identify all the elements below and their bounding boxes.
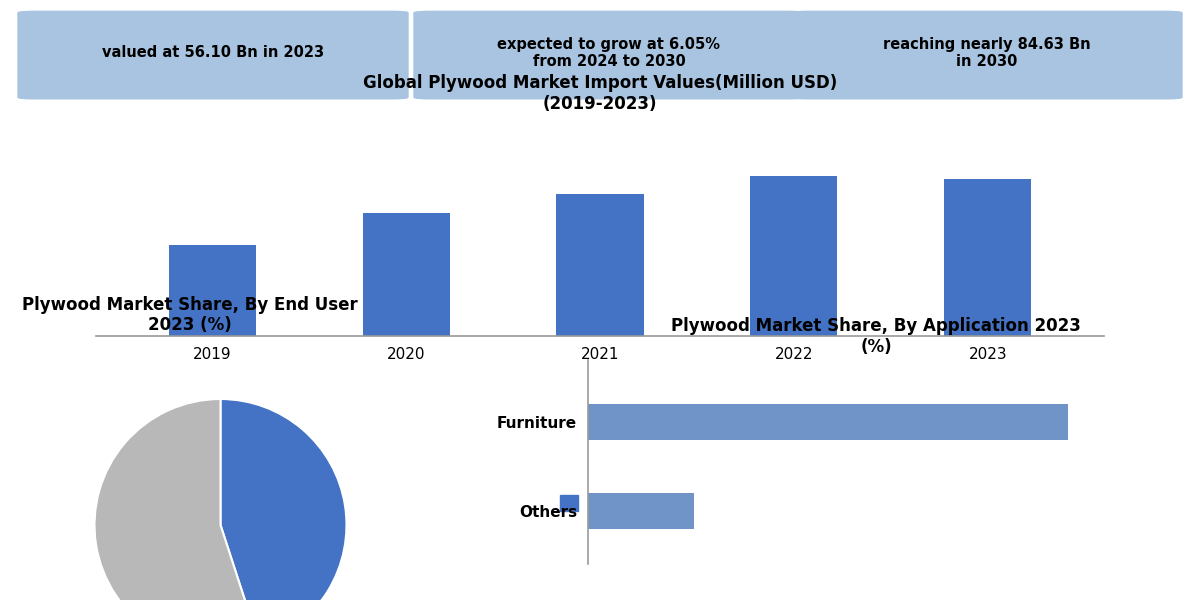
Bar [169, 245, 256, 336]
Wedge shape [95, 399, 259, 600]
Text: expected to grow at 6.05%
from 2024 to 2030: expected to grow at 6.05% from 2024 to 2… [498, 37, 720, 69]
Text: valued at 56.10 Bn in 2023: valued at 56.10 Bn in 2023 [102, 46, 324, 61]
Bar [362, 212, 450, 336]
Title: Plywood Market Share, By Application 2023
(%): Plywood Market Share, By Application 202… [671, 317, 1081, 356]
Title: Global Plywood Market Import Values(Million USD)
(2019-2023): Global Plywood Market Import Values(Mill… [362, 74, 838, 113]
Bar [750, 176, 838, 336]
FancyBboxPatch shape [18, 11, 408, 99]
FancyBboxPatch shape [414, 11, 804, 99]
Bar [588, 404, 1068, 440]
Title: Plywood Market Share, By End User
2023 (%): Plywood Market Share, By End User 2023 (… [22, 296, 358, 334]
Wedge shape [221, 399, 347, 600]
Text: reaching nearly 84.63 Bn
in 2030: reaching nearly 84.63 Bn in 2030 [883, 37, 1091, 69]
Bar [557, 194, 643, 336]
Bar [588, 493, 694, 529]
Legend: Residential: Residential [553, 489, 680, 517]
Bar [944, 179, 1031, 336]
FancyBboxPatch shape [792, 11, 1182, 99]
